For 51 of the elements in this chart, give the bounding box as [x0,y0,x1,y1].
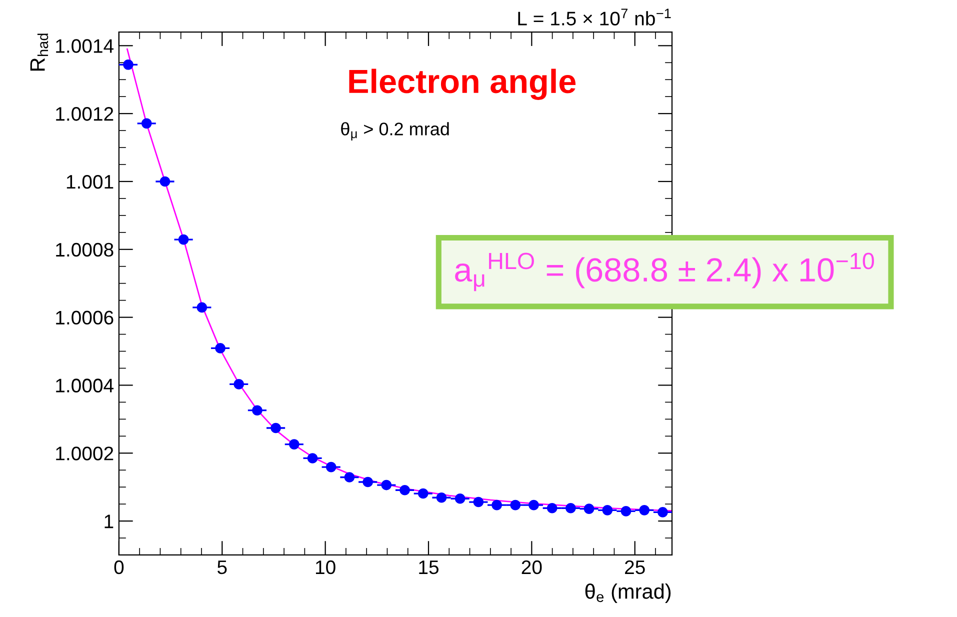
point [510,500,521,510]
point [639,505,650,516]
point [454,493,466,504]
point [344,472,355,482]
point [381,480,392,490]
y-tick-label: 1.0006 [56,310,114,325]
y-tick-label: 1.0002 [56,446,114,460]
point [620,506,632,516]
x-tick-label: 10 [316,560,336,574]
point [234,379,244,390]
point [436,492,447,503]
point [160,176,170,187]
y-axis-title: R$_{had}$ [30,34,48,71]
point [196,302,208,313]
point [584,504,594,514]
point [566,502,576,514]
point [546,502,558,514]
point [270,422,281,434]
point [492,500,502,510]
y-tick-label: 1.0014 [56,39,114,53]
x-tick-label: 0 [114,560,124,574]
point [215,343,226,354]
point [178,234,189,245]
point [141,118,152,129]
y-tick-label: 1.001 [66,174,114,189]
point [658,507,668,518]
point [400,484,410,496]
annotation: θ$_{μ}$ > 0.2 mrad [341,122,449,141]
x-tick-label: 5 [218,560,227,574]
x-tick-label: 25 [625,560,645,574]
y-tick-label: 1.0008 [56,242,114,257]
y-tick-label: 1.0004 [56,378,114,392]
point [528,500,539,510]
point [602,505,613,516]
point [418,488,428,499]
point [307,453,318,464]
annotation: Electron angle [349,68,576,100]
x-tick-label: 20 [522,560,542,574]
point [123,60,134,70]
x-axis-title: θ$_{e}$ (mrad) [585,584,671,603]
x-tick-label: 15 [419,560,438,574]
text: L = 1.5 × 10$^{7}$ nb$^{−1}$ [518,8,671,26]
y-tick-label: 1.0012 [56,107,114,121]
line-series [126,48,672,512]
point [326,462,336,472]
y-tick-label: 1 [104,514,114,528]
point [252,405,262,416]
point [473,496,484,508]
point [362,476,373,488]
annotation: a$_{μ}$$^{HLO}$ = (688.8 ± 2.4) x 10$^{−10}$ [455,252,874,292]
point [289,439,300,450]
